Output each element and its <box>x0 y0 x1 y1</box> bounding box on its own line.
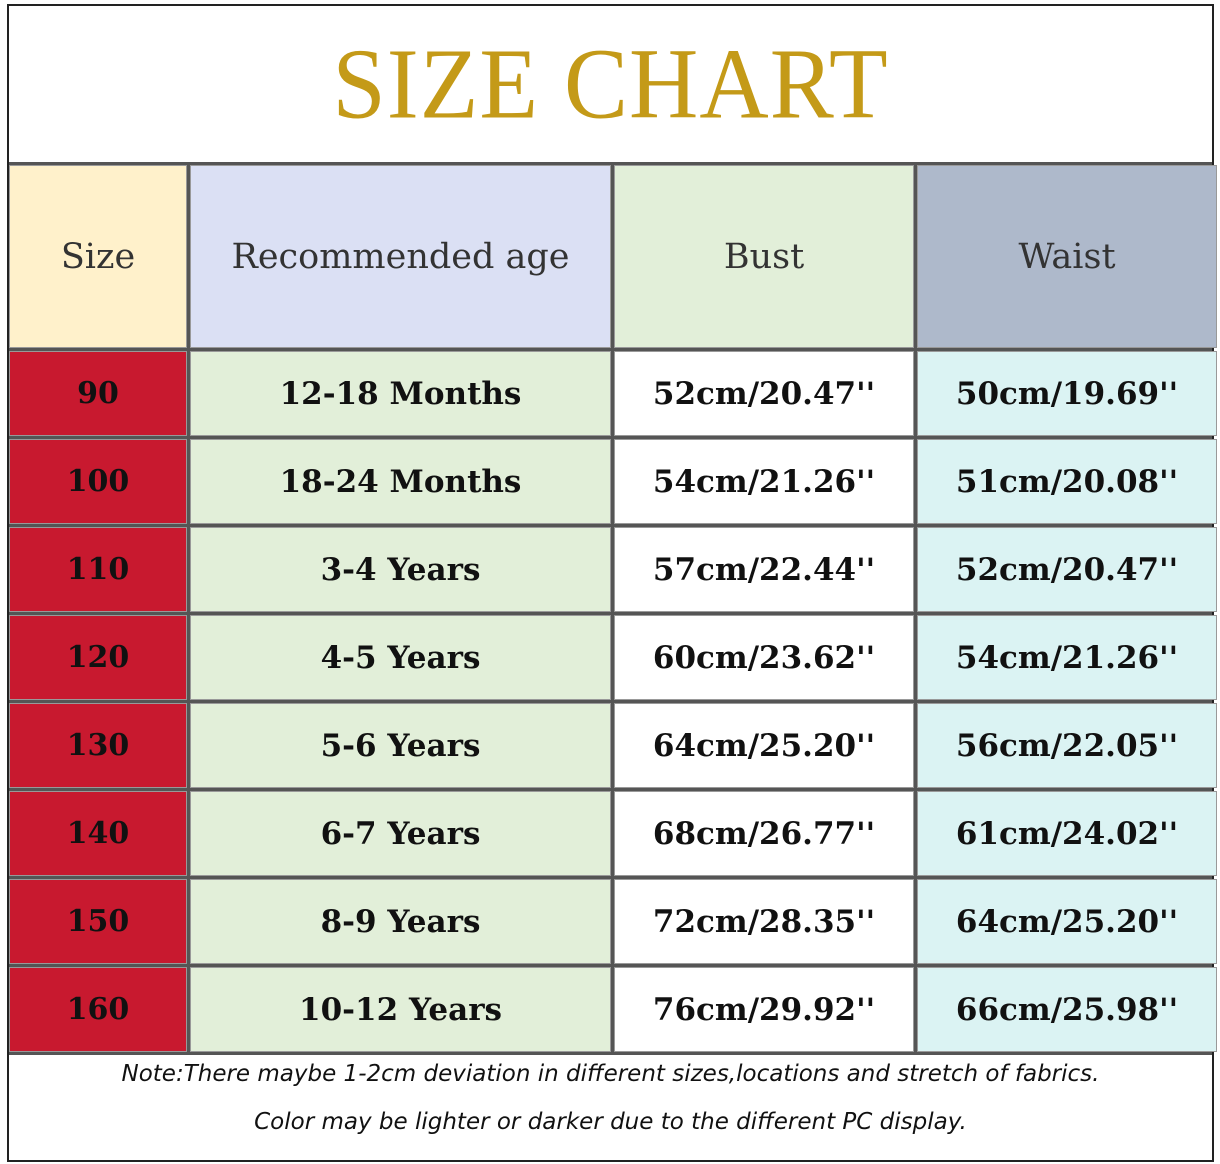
cell-size: 140 <box>9 791 187 876</box>
cell-size: 150 <box>9 879 187 964</box>
cell-age: 3-4 Years <box>190 527 611 612</box>
cell-waist: 54cm/21.26'' <box>917 615 1217 700</box>
cell-age: 5-6 Years <box>190 703 611 788</box>
header-recommended-age: Recommended age <box>190 165 611 348</box>
cell-age: 18-24 Months <box>190 439 611 524</box>
cell-age: 6-7 Years <box>190 791 611 876</box>
cell-waist: 51cm/20.08'' <box>917 439 1217 524</box>
note-deviation: Note:There maybe 1-2cm deviation in diff… <box>121 1061 1100 1087</box>
cell-age: 12-18 Months <box>190 351 611 436</box>
cell-waist: 64cm/25.20'' <box>917 879 1217 964</box>
cell-bust: 57cm/22.44'' <box>614 527 914 612</box>
cell-size: 160 <box>9 967 187 1052</box>
note-color: Color may be lighter or darker due to th… <box>254 1109 967 1135</box>
cell-size: 130 <box>9 703 187 788</box>
cell-bust: 76cm/29.92'' <box>614 967 914 1052</box>
chart-title: SIZE CHART <box>332 26 889 140</box>
cell-waist: 61cm/24.02'' <box>917 791 1217 876</box>
cell-waist: 56cm/22.05'' <box>917 703 1217 788</box>
header-bust: Bust <box>614 165 914 348</box>
note-section: Note:There maybe 1-2cm deviation in diff… <box>9 1036 1212 1160</box>
cell-bust: 72cm/28.35'' <box>614 879 914 964</box>
cell-age: 8-9 Years <box>190 879 611 964</box>
cell-size: 90 <box>9 351 187 436</box>
cell-waist: 52cm/20.47'' <box>917 527 1217 612</box>
size-chart: SIZE CHART Size Recommended age Bust Wai… <box>7 4 1217 1162</box>
cell-size: 120 <box>9 615 187 700</box>
cell-waist: 50cm/19.69'' <box>917 351 1217 436</box>
header-size: Size <box>9 165 187 348</box>
header-waist: Waist <box>917 165 1217 348</box>
cell-bust: 60cm/23.62'' <box>614 615 914 700</box>
cell-bust: 64cm/25.20'' <box>614 703 914 788</box>
size-table: Size Recommended age Bust Waist 90 12-18 … <box>9 162 1217 1055</box>
cell-waist: 66cm/25.98'' <box>917 967 1217 1052</box>
cell-size: 110 <box>9 527 187 612</box>
cell-size: 100 <box>9 439 187 524</box>
cell-age: 4-5 Years <box>190 615 611 700</box>
cell-bust: 52cm/20.47'' <box>614 351 914 436</box>
cell-bust: 68cm/26.77'' <box>614 791 914 876</box>
cell-age: 10-12 Years <box>190 967 611 1052</box>
cell-bust: 54cm/21.26'' <box>614 439 914 524</box>
